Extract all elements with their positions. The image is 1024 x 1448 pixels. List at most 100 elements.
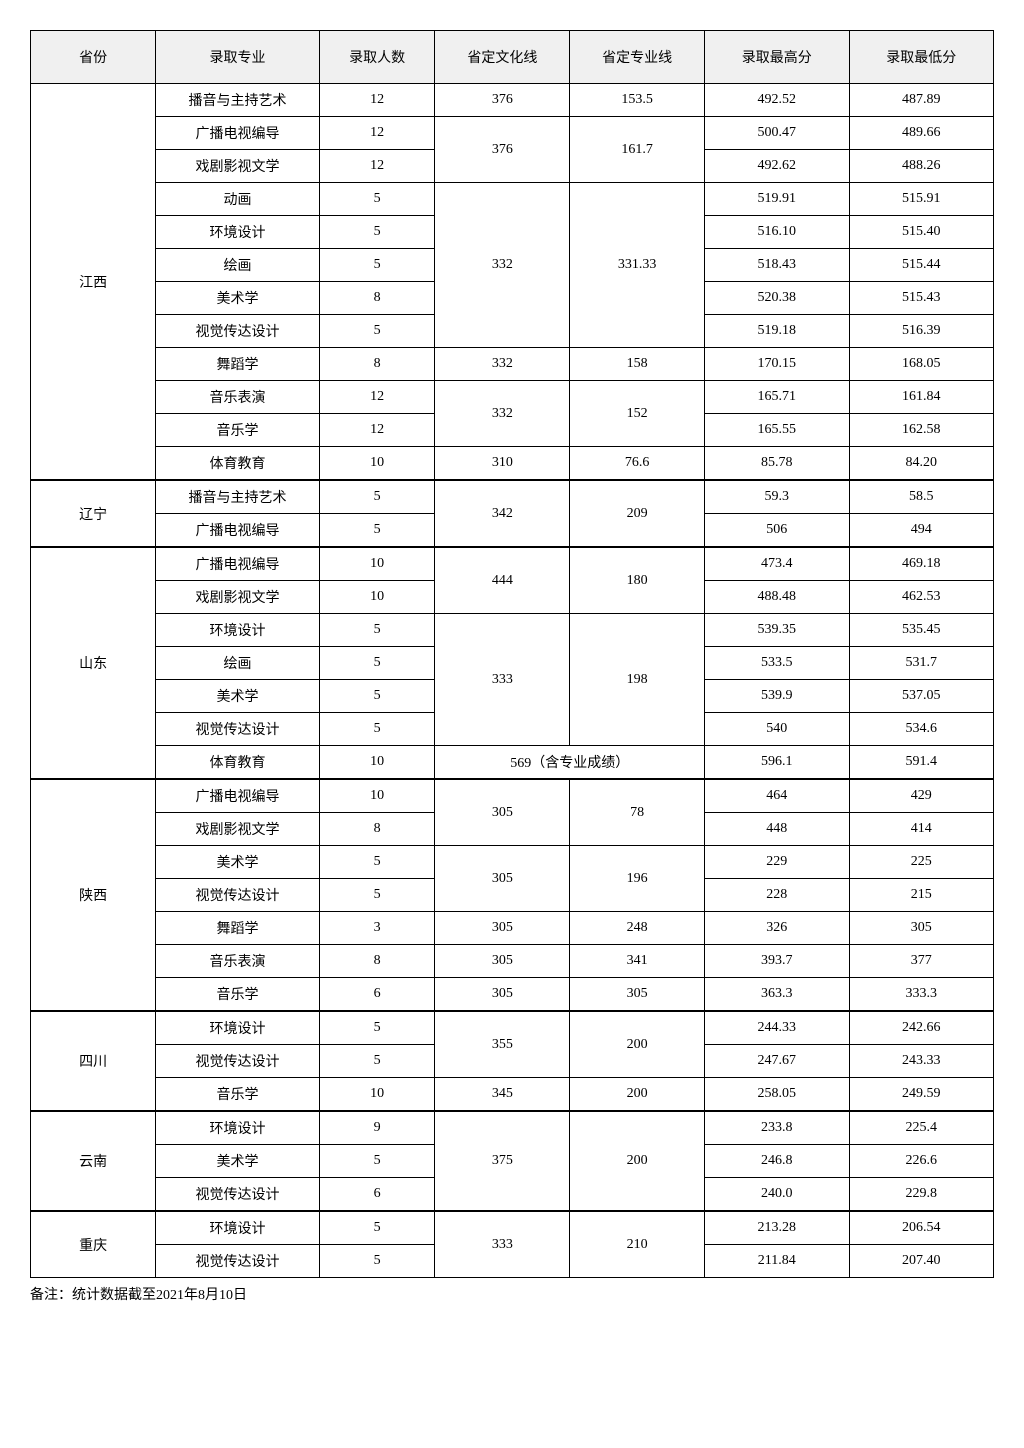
min-score-cell: 489.66 xyxy=(849,117,994,150)
major-cell: 绘画 xyxy=(156,647,320,680)
major-cell: 视觉传达设计 xyxy=(156,713,320,746)
table-row: 环境设计5333198539.35535.45 xyxy=(31,614,994,647)
major-cell: 戏剧影视文学 xyxy=(156,581,320,614)
min-score-cell: 243.33 xyxy=(849,1045,994,1078)
max-score-cell: 85.78 xyxy=(705,447,849,481)
table-header-row: 省份录取专业录取人数省定文化线省定专业线录取最高分录取最低分 xyxy=(31,31,994,84)
count-cell: 5 xyxy=(319,1045,435,1078)
culture-line-cell: 332 xyxy=(435,381,570,447)
min-score-cell: 429 xyxy=(849,779,994,813)
min-score-cell: 333.3 xyxy=(849,978,994,1012)
culture-line-cell: 376 xyxy=(435,117,570,183)
pro-line-cell: 248 xyxy=(570,912,705,945)
pro-line-cell: 78 xyxy=(570,779,705,846)
min-score-cell: 469.18 xyxy=(849,547,994,581)
culture-line-cell: 355 xyxy=(435,1011,570,1078)
min-score-cell: 229.8 xyxy=(849,1178,994,1212)
province-cell: 重庆 xyxy=(31,1211,156,1278)
count-cell: 5 xyxy=(319,846,435,879)
culture-line-cell: 333 xyxy=(435,1211,570,1278)
pro-line-cell: 76.6 xyxy=(570,447,705,481)
max-score-cell: 448 xyxy=(705,813,849,846)
max-score-cell: 506 xyxy=(705,514,849,548)
table-row: 动画5332331.33519.91515.91 xyxy=(31,183,994,216)
max-score-cell: 596.1 xyxy=(705,746,849,780)
max-score-cell: 244.33 xyxy=(705,1011,849,1045)
culture-line-cell: 342 xyxy=(435,480,570,547)
pro-line-cell: 200 xyxy=(570,1011,705,1078)
count-cell: 12 xyxy=(319,414,435,447)
pro-line-cell: 305 xyxy=(570,978,705,1012)
count-cell: 10 xyxy=(319,447,435,481)
major-cell: 体育教育 xyxy=(156,746,320,780)
max-score-cell: 233.8 xyxy=(705,1111,849,1145)
count-cell: 5 xyxy=(319,879,435,912)
max-score-cell: 539.35 xyxy=(705,614,849,647)
pro-line-cell: 341 xyxy=(570,945,705,978)
max-score-cell: 539.9 xyxy=(705,680,849,713)
column-header-1: 录取专业 xyxy=(156,31,320,84)
pro-line-cell: 200 xyxy=(570,1111,705,1211)
max-score-cell: 211.84 xyxy=(705,1245,849,1278)
column-header-3: 省定文化线 xyxy=(435,31,570,84)
province-cell: 云南 xyxy=(31,1111,156,1211)
count-cell: 6 xyxy=(319,1178,435,1212)
major-cell: 美术学 xyxy=(156,680,320,713)
table-row: 美术学5305196229225 xyxy=(31,846,994,879)
culture-line-cell: 305 xyxy=(435,846,570,912)
max-score-cell: 533.5 xyxy=(705,647,849,680)
province-cell: 山东 xyxy=(31,547,156,779)
count-cell: 8 xyxy=(319,348,435,381)
min-score-cell: 225.4 xyxy=(849,1111,994,1145)
count-cell: 5 xyxy=(319,1145,435,1178)
major-cell: 播音与主持艺术 xyxy=(156,84,320,117)
major-cell: 视觉传达设计 xyxy=(156,1245,320,1278)
min-score-cell: 84.20 xyxy=(849,447,994,481)
count-cell: 5 xyxy=(319,216,435,249)
max-score-cell: 473.4 xyxy=(705,547,849,581)
count-cell: 6 xyxy=(319,978,435,1012)
table-row: 广播电视编导12376161.7500.47489.66 xyxy=(31,117,994,150)
min-score-cell: 591.4 xyxy=(849,746,994,780)
pro-line-cell: 161.7 xyxy=(570,117,705,183)
table-row: 四川环境设计5355200244.33242.66 xyxy=(31,1011,994,1045)
max-score-cell: 165.55 xyxy=(705,414,849,447)
admission-table: 省份录取专业录取人数省定文化线省定专业线录取最高分录取最低分 江西播音与主持艺术… xyxy=(30,30,994,1278)
culture-line-cell: 305 xyxy=(435,945,570,978)
pro-line-cell: 209 xyxy=(570,480,705,547)
table-row: 辽宁播音与主持艺术534220959.358.5 xyxy=(31,480,994,514)
count-cell: 10 xyxy=(319,746,435,780)
culture-line-cell: 345 xyxy=(435,1078,570,1112)
min-score-cell: 414 xyxy=(849,813,994,846)
pro-line-cell: 200 xyxy=(570,1078,705,1112)
min-score-cell: 494 xyxy=(849,514,994,548)
major-cell: 美术学 xyxy=(156,282,320,315)
pro-line-cell: 196 xyxy=(570,846,705,912)
count-cell: 9 xyxy=(319,1111,435,1145)
min-score-cell: 377 xyxy=(849,945,994,978)
count-cell: 5 xyxy=(319,1245,435,1278)
major-cell: 视觉传达设计 xyxy=(156,1045,320,1078)
min-score-cell: 515.91 xyxy=(849,183,994,216)
pro-line-cell: 158 xyxy=(570,348,705,381)
table-row: 体育教育10569（含专业成绩）596.1591.4 xyxy=(31,746,994,780)
max-score-cell: 363.3 xyxy=(705,978,849,1012)
max-score-cell: 492.62 xyxy=(705,150,849,183)
count-cell: 8 xyxy=(319,282,435,315)
major-cell: 绘画 xyxy=(156,249,320,282)
pro-line-cell: 180 xyxy=(570,547,705,614)
major-cell: 戏剧影视文学 xyxy=(156,813,320,846)
table-row: 音乐学6305305363.3333.3 xyxy=(31,978,994,1012)
min-score-cell: 58.5 xyxy=(849,480,994,514)
min-score-cell: 161.84 xyxy=(849,381,994,414)
min-score-cell: 242.66 xyxy=(849,1011,994,1045)
count-cell: 5 xyxy=(319,514,435,548)
major-cell: 体育教育 xyxy=(156,447,320,481)
count-cell: 8 xyxy=(319,813,435,846)
major-cell: 广播电视编导 xyxy=(156,117,320,150)
count-cell: 10 xyxy=(319,547,435,581)
major-cell: 环境设计 xyxy=(156,1111,320,1145)
table-row: 音乐学10345200258.05249.59 xyxy=(31,1078,994,1112)
major-cell: 音乐表演 xyxy=(156,945,320,978)
min-score-cell: 531.7 xyxy=(849,647,994,680)
